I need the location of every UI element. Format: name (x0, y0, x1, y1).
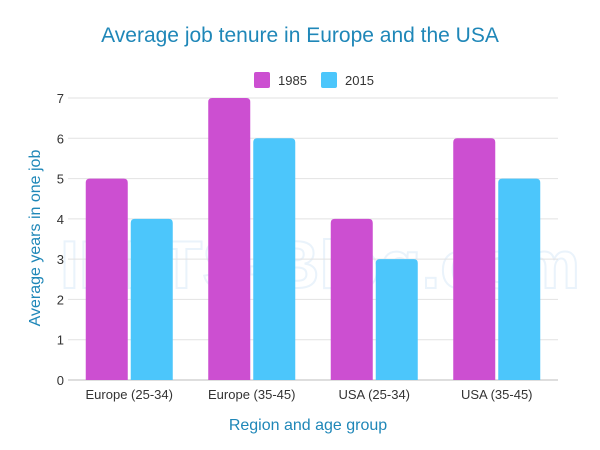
y-tick-label: 6 (57, 131, 64, 146)
bar-1985-3 (453, 138, 496, 380)
legend: 1985 2015 (254, 72, 374, 88)
x-axis-title: Region and age group (229, 417, 387, 434)
bars (85, 98, 541, 380)
y-tick-label: 3 (57, 252, 64, 267)
y-tick-label: 4 (57, 212, 64, 227)
y-tick-label: 7 (57, 91, 64, 106)
y-tick-label: 5 (57, 172, 64, 187)
x-tick-label: USA (35-45) (461, 387, 533, 402)
legend-label-1985: 1985 (278, 73, 307, 88)
x-tick-label: Europe (25-34) (86, 387, 173, 402)
x-tick-label: Europe (35-45) (208, 387, 295, 402)
x-tick-label: USA (25-34) (338, 387, 410, 402)
bar-1985-0 (85, 178, 128, 380)
legend-swatch-2015 (321, 72, 337, 88)
y-tick-label: 2 (57, 292, 64, 307)
chart-title: Average job tenure in Europe and the USA (101, 24, 499, 47)
bar-2015-3 (498, 178, 541, 380)
y-axis-ticks: 0 1 2 3 4 5 6 7 (57, 91, 64, 388)
legend-label-2015: 2015 (345, 73, 374, 88)
y-tick-label: 1 (57, 333, 64, 348)
bar-1985-1 (208, 98, 251, 380)
bar-2015-0 (130, 218, 173, 380)
y-tick-label: 0 (57, 373, 64, 388)
legend-swatch-1985 (254, 72, 270, 88)
bar-2015-1 (253, 138, 296, 380)
y-axis-title: Average years in one job (27, 150, 44, 327)
x-axis-ticks: Europe (25-34) Europe (35-45) USA (25-34) U… (86, 387, 533, 402)
bar-2015-2 (375, 259, 418, 380)
bar-1985-2 (330, 218, 373, 380)
